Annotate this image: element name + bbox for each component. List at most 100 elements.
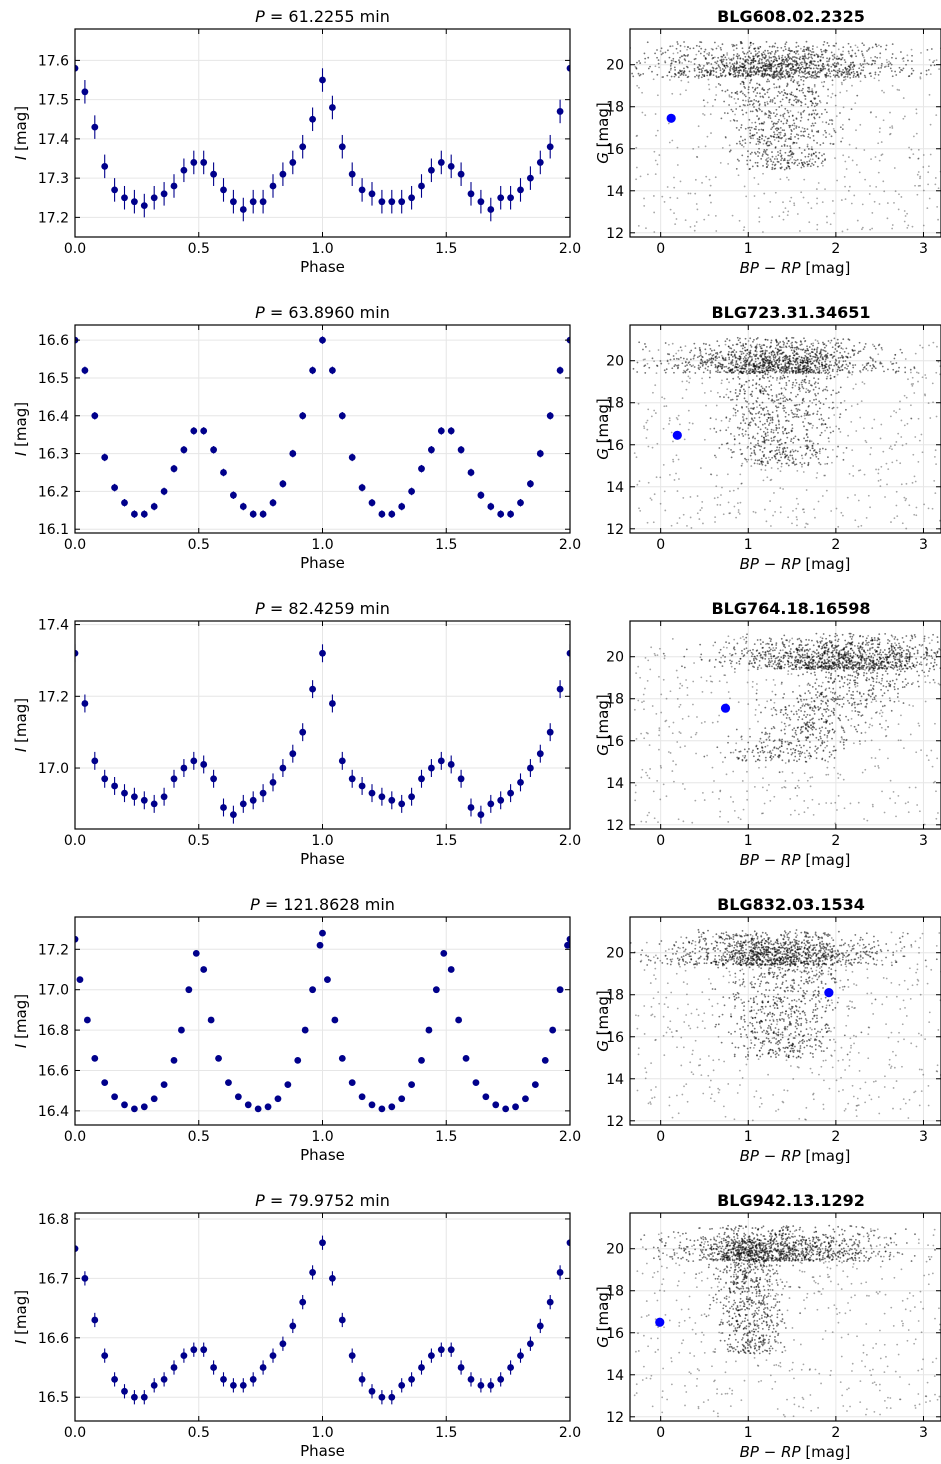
field-star bbox=[750, 66, 753, 69]
field-star bbox=[746, 163, 749, 166]
field-star bbox=[859, 350, 862, 353]
field-star bbox=[728, 362, 730, 365]
field-star bbox=[889, 132, 892, 135]
data-point bbox=[507, 194, 514, 202]
field-star bbox=[797, 66, 800, 69]
field-star bbox=[733, 505, 736, 508]
field-star bbox=[767, 58, 770, 61]
field-star bbox=[761, 137, 763, 140]
field-star bbox=[781, 98, 784, 101]
field-star bbox=[814, 109, 817, 112]
field-star bbox=[767, 376, 769, 379]
field-star bbox=[767, 52, 770, 55]
field-star bbox=[837, 365, 840, 368]
field-star bbox=[848, 370, 850, 373]
field-star bbox=[798, 366, 801, 368]
field-star bbox=[835, 57, 838, 60]
field-star bbox=[725, 365, 728, 368]
field-star bbox=[716, 357, 718, 359]
field-star bbox=[693, 67, 696, 70]
field-star bbox=[643, 425, 645, 428]
field-star bbox=[765, 346, 768, 348]
field-star bbox=[874, 62, 876, 65]
field-star bbox=[756, 92, 759, 94]
field-star bbox=[687, 375, 690, 378]
field-star bbox=[685, 369, 688, 372]
field-star bbox=[777, 151, 779, 153]
field-star bbox=[812, 344, 814, 347]
field-star bbox=[786, 82, 789, 85]
y-tick-label: 17.0 bbox=[38, 761, 69, 777]
field-star bbox=[647, 732, 649, 735]
field-star bbox=[733, 349, 736, 352]
field-star bbox=[726, 378, 729, 381]
x-tick-label: 2.0 bbox=[559, 537, 581, 553]
field-star bbox=[746, 352, 749, 355]
field-star bbox=[692, 47, 695, 50]
field-star bbox=[756, 432, 759, 435]
field-star bbox=[831, 346, 834, 349]
field-star bbox=[774, 453, 777, 456]
field-star bbox=[696, 512, 699, 515]
field-star bbox=[735, 351, 738, 353]
field-star bbox=[642, 348, 644, 351]
field-star bbox=[803, 379, 806, 381]
field-star bbox=[769, 51, 771, 54]
field-star bbox=[684, 365, 687, 368]
data-point bbox=[388, 796, 396, 804]
field-star bbox=[690, 527, 693, 529]
field-star bbox=[727, 345, 730, 348]
data-point bbox=[398, 198, 406, 206]
field-star bbox=[749, 424, 752, 427]
field-star bbox=[818, 372, 821, 375]
field-star bbox=[668, 417, 671, 419]
field-star bbox=[901, 522, 904, 525]
field-star bbox=[696, 156, 699, 159]
field-star bbox=[838, 360, 841, 363]
field-star bbox=[736, 369, 739, 371]
field-star bbox=[669, 79, 671, 81]
field-star bbox=[770, 361, 773, 364]
field-star bbox=[904, 371, 907, 374]
field-star bbox=[742, 419, 745, 422]
field-star bbox=[800, 348, 802, 351]
field-star bbox=[724, 340, 727, 343]
field-star bbox=[776, 439, 779, 442]
field-star bbox=[840, 64, 843, 66]
field-star bbox=[735, 47, 738, 50]
field-star bbox=[812, 134, 815, 137]
field-star bbox=[807, 155, 810, 158]
field-star bbox=[776, 452, 779, 455]
field-star bbox=[756, 397, 759, 400]
field-star bbox=[810, 76, 813, 79]
field-star bbox=[701, 501, 704, 503]
field-star bbox=[798, 58, 801, 61]
field-star bbox=[804, 69, 807, 72]
field-star bbox=[789, 362, 792, 365]
field-star bbox=[770, 56, 773, 59]
field-star bbox=[749, 63, 752, 66]
field-star bbox=[631, 72, 633, 75]
field-star bbox=[779, 369, 781, 371]
field-star bbox=[683, 438, 686, 441]
panel-title: P = 82.4259 min bbox=[255, 599, 390, 618]
field-star bbox=[742, 145, 745, 148]
field-star bbox=[874, 71, 877, 74]
field-star bbox=[822, 343, 825, 346]
field-star bbox=[772, 436, 775, 439]
field-star bbox=[902, 57, 905, 59]
field-star bbox=[841, 357, 844, 359]
field-star bbox=[638, 480, 641, 483]
field-star bbox=[776, 461, 779, 464]
field-star bbox=[823, 355, 826, 358]
field-star bbox=[934, 449, 937, 452]
field-star bbox=[801, 50, 804, 53]
field-star bbox=[685, 388, 688, 391]
field-star bbox=[848, 473, 851, 475]
field-star bbox=[811, 57, 814, 60]
data-point bbox=[249, 510, 257, 518]
data-point bbox=[546, 728, 554, 736]
y-axis-label-main: I bbox=[12, 155, 30, 160]
field-star bbox=[693, 366, 696, 368]
